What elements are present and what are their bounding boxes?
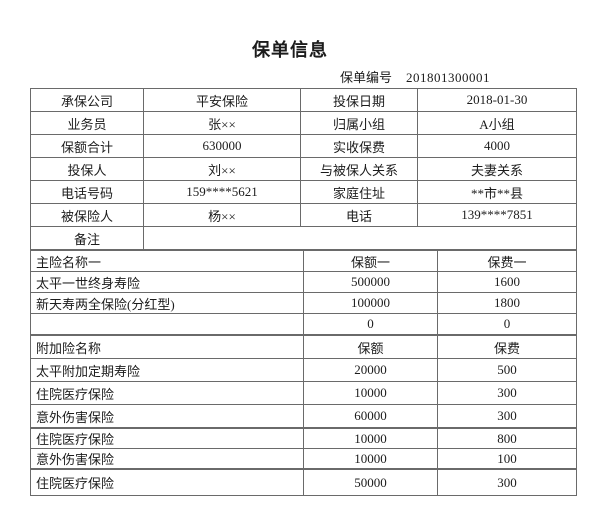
cell-value: 159****5621 <box>143 180 301 204</box>
rider-table-group1: 附加险名称 保额 保费 太平附加定期寿险 20000 500 住院医疗保险 10… <box>30 335 577 428</box>
cell-label: 与被保人关系 <box>300 157 418 181</box>
risk-amount: 20000 <box>303 358 438 382</box>
cell-value: 张×× <box>143 111 301 135</box>
table-row-remark: 备注 <box>30 226 577 250</box>
cell-value: 平安保险 <box>143 88 301 112</box>
rider-table-group3: 住院医疗保险 50000 300 <box>30 469 577 496</box>
risk-amount: 0 <box>303 313 438 335</box>
table-row: 住院医疗保险 10000 800 <box>30 428 577 449</box>
table-row: 意外伤害保险 10000 100 <box>30 448 577 469</box>
remark-value <box>143 226 577 250</box>
risk-premium: 300 <box>437 469 577 496</box>
table-row: 0 0 <box>30 313 577 335</box>
cell-label: 电话号码 <box>30 180 144 204</box>
risk-name: 住院医疗保险 <box>30 428 304 449</box>
risk-premium: 300 <box>437 404 577 428</box>
risk-name: 太平附加定期寿险 <box>30 358 304 382</box>
risk-name: 意外伤害保险 <box>30 448 304 469</box>
table-row: 意外伤害保险 60000 300 <box>30 404 577 428</box>
cell-value: 2018-01-30 <box>417 88 577 112</box>
risk-premium: 1600 <box>437 271 577 293</box>
cell-label: 电话 <box>300 203 418 227</box>
risk-premium: 0 <box>437 313 577 335</box>
policy-number-value: 201801300001 <box>406 70 490 85</box>
risk-name <box>30 313 304 335</box>
table-row: 太平一世终身寿险 500000 1600 <box>30 271 577 293</box>
risk-premium: 500 <box>437 358 577 382</box>
risk-name: 新天寿两全保险(分红型) <box>30 292 304 314</box>
rider-table-group2: 住院医疗保险 10000 800 意外伤害保险 10000 100 <box>30 428 577 469</box>
risk-name: 意外伤害保险 <box>30 404 304 428</box>
risk-name: 住院医疗保险 <box>30 381 304 405</box>
risk-premium: 100 <box>437 448 577 469</box>
table-row: 被保险人 杨×× 电话 139****7851 <box>30 203 577 227</box>
main-risk-premium-header: 保费一 <box>437 250 577 272</box>
risk-amount: 50000 <box>303 469 438 496</box>
risk-premium: 800 <box>437 428 577 449</box>
risk-name: 住院医疗保险 <box>30 469 304 496</box>
rider-name-header: 附加险名称 <box>30 335 304 359</box>
risk-premium: 1800 <box>437 292 577 314</box>
cell-value: 630000 <box>143 134 301 158</box>
cell-value: 刘×× <box>143 157 301 181</box>
cell-label: 投保人 <box>30 157 144 181</box>
cell-label: 归属小组 <box>300 111 418 135</box>
main-risk-table: 主险名称一 保额一 保费一 太平一世终身寿险 500000 1600 新天寿两全… <box>30 250 577 335</box>
cell-value: 杨×× <box>143 203 301 227</box>
risk-amount: 10000 <box>303 428 438 449</box>
risk-amount: 10000 <box>303 381 438 405</box>
table-row: 投保人 刘×× 与被保人关系 夫妻关系 <box>30 157 577 181</box>
cell-label: 被保险人 <box>30 203 144 227</box>
policy-info-table: 承保公司 平安保险 投保日期 2018-01-30 业务员 张×× 归属小组 A… <box>30 88 577 250</box>
remark-label: 备注 <box>30 226 144 250</box>
cell-label: 承保公司 <box>30 88 144 112</box>
cell-label: 实收保费 <box>300 134 418 158</box>
cell-label: 业务员 <box>30 111 144 135</box>
cell-label: 投保日期 <box>300 88 418 112</box>
table-row: 保额合计 630000 实收保费 4000 <box>30 134 577 158</box>
main-risk-name-header: 主险名称一 <box>30 250 304 272</box>
main-risk-amount-header: 保额一 <box>303 250 438 272</box>
cell-value: 夫妻关系 <box>417 157 577 181</box>
policy-number-label: 保单编号 <box>339 70 392 85</box>
risk-premium: 300 <box>437 381 577 405</box>
table-header-row: 主险名称一 保额一 保费一 <box>30 250 577 272</box>
rider-amount-header: 保额 <box>303 335 438 359</box>
page-title: 保单信息 <box>252 40 328 60</box>
table-row: 太平附加定期寿险 20000 500 <box>30 358 577 382</box>
risk-amount: 500000 <box>303 271 438 293</box>
table-row: 新天寿两全保险(分红型) 100000 1800 <box>30 292 577 314</box>
table-row: 住院医疗保险 10000 300 <box>30 381 577 405</box>
policy-tables: 承保公司 平安保险 投保日期 2018-01-30 业务员 张×× 归属小组 A… <box>30 88 577 496</box>
risk-name: 太平一世终身寿险 <box>30 271 304 293</box>
risk-amount: 10000 <box>303 448 438 469</box>
table-header-row: 附加险名称 保额 保费 <box>30 335 577 359</box>
cell-label: 保额合计 <box>30 134 144 158</box>
table-row: 业务员 张×× 归属小组 A小组 <box>30 111 577 135</box>
cell-value: **市**县 <box>417 180 577 204</box>
cell-label: 家庭住址 <box>300 180 418 204</box>
cell-value: 4000 <box>417 134 577 158</box>
cell-value: A小组 <box>417 111 577 135</box>
risk-amount: 100000 <box>303 292 438 314</box>
policy-number-line: 保单编号 201801300001 <box>30 67 576 86</box>
table-row: 电话号码 159****5621 家庭住址 **市**县 <box>30 180 577 204</box>
table-row: 承保公司 平安保险 投保日期 2018-01-30 <box>30 88 577 112</box>
cell-value: 139****7851 <box>417 203 577 227</box>
rider-premium-header: 保费 <box>437 335 577 359</box>
risk-amount: 60000 <box>303 404 438 428</box>
table-row: 住院医疗保险 50000 300 <box>30 469 577 496</box>
